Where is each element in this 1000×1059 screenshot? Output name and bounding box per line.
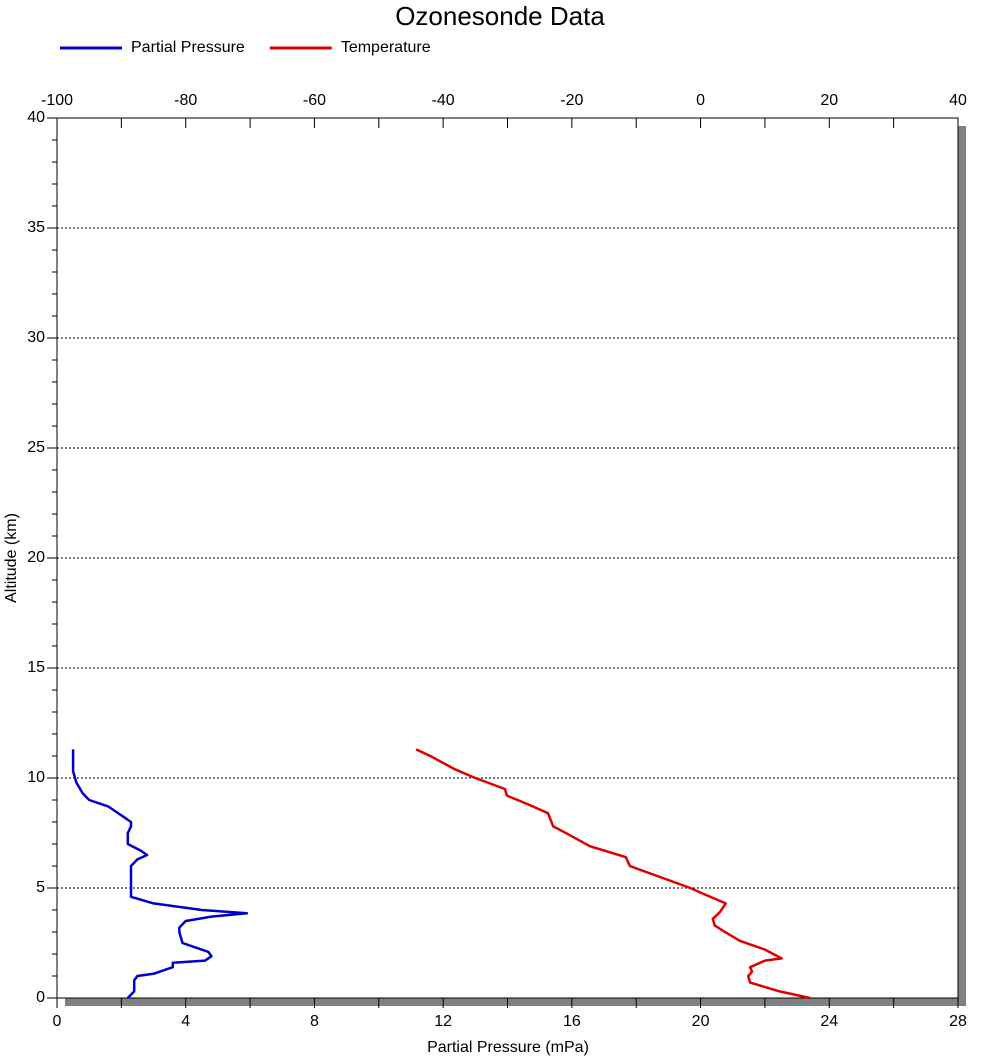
y-tick-label: 10 (27, 769, 45, 786)
x-tick-label: 20 (692, 1013, 710, 1030)
legend-label: Temperature (341, 39, 431, 56)
x2-tick-label: -80 (174, 92, 197, 109)
x2-tick-label: -100 (41, 92, 73, 109)
y-tick-label: 40 (27, 109, 45, 126)
legend-label: Partial Pressure (131, 39, 245, 56)
data-line (71, 749, 249, 999)
y-tick-label: 30 (27, 329, 45, 346)
data-line (415, 748, 811, 1000)
x2-tick-label: 0 (696, 92, 705, 109)
x2-tick-label: 20 (820, 92, 838, 109)
y-tick-label: 15 (27, 659, 45, 676)
plot-area (56, 117, 959, 999)
x-tick-label: 24 (820, 1013, 838, 1030)
chart-title: Ozonesonde Data (395, 1, 605, 31)
y-tick-label: 20 (27, 549, 45, 566)
x-tick-label: 12 (434, 1013, 452, 1030)
x2-tick-label: -60 (303, 92, 326, 109)
x-tick-label: 0 (53, 1013, 62, 1030)
x2-tick-label: -40 (432, 92, 455, 109)
x2-tick-label: -20 (560, 92, 583, 109)
x2-tick-label: 40 (949, 92, 967, 109)
y-tick-label: 5 (36, 879, 45, 896)
x-tick-label: 16 (563, 1013, 581, 1030)
y-tick-label: 25 (27, 439, 45, 456)
x-axis-label: Partial Pressure (mPa) (427, 1039, 589, 1056)
x-tick-label: 28 (949, 1013, 967, 1030)
x-tick-label: 8 (310, 1013, 319, 1030)
y-tick-label: 0 (36, 989, 45, 1006)
x-tick-label: 4 (181, 1013, 190, 1030)
y-axis-label: Altitude (km) (3, 513, 20, 603)
y-tick-label: 35 (27, 219, 45, 236)
